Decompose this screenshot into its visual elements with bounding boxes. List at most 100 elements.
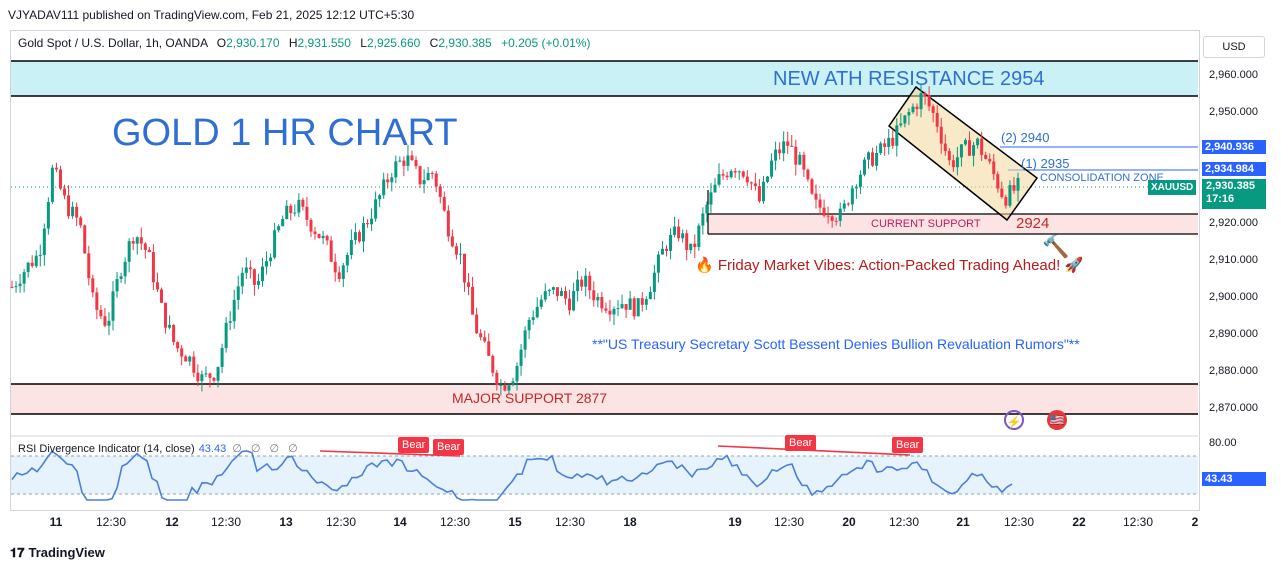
- candle-body: [689, 243, 693, 251]
- candle-body: [277, 226, 281, 231]
- tradingview-footer: 𝟏𝟕 TradingView: [10, 545, 105, 561]
- candle-body: [50, 167, 54, 202]
- candle-body: [192, 356, 196, 373]
- candle-body: [616, 308, 620, 310]
- rsi-value-tag: 43.43: [1202, 472, 1266, 486]
- candle-body: [778, 149, 782, 154]
- candle-body: [685, 233, 689, 251]
- candle-body: [196, 372, 200, 382]
- candle-body: [123, 261, 127, 277]
- candle-body: [398, 160, 402, 162]
- candle-body: [67, 195, 71, 217]
- candle-body: [495, 372, 499, 386]
- candle-body: [426, 172, 430, 181]
- candle-body: [931, 106, 935, 113]
- candle-body: [382, 179, 386, 196]
- change-value: +0.205 (+0.01%): [501, 36, 591, 50]
- candle-body: [236, 286, 240, 300]
- time-tick-label: 12:30: [210, 515, 242, 529]
- current-support-label: CURRENT SUPPORT: [871, 218, 981, 230]
- candle-body: [475, 314, 479, 334]
- candle-body: [846, 203, 850, 205]
- candle-body: [26, 262, 30, 273]
- candle-body: [919, 93, 923, 110]
- candle-body: [963, 140, 967, 145]
- open-label: O: [216, 36, 227, 50]
- candle-body: [923, 93, 927, 96]
- candle-body: [38, 255, 42, 257]
- candle-body: [547, 289, 551, 292]
- rsi-legend-title: RSI Divergence Indicator (14, close): [18, 443, 195, 455]
- time-tick-label: 20: [842, 515, 856, 529]
- hammer-icon: 🔨: [1042, 234, 1070, 259]
- major-support-label: MAJOR SUPPORT 2877: [452, 390, 608, 406]
- us-flag-icon[interactable]: 🇺🇸: [1047, 410, 1067, 430]
- candle-body: [34, 255, 38, 267]
- candle-body: [244, 267, 248, 273]
- candle-body: [305, 206, 309, 220]
- candle-body: [875, 152, 879, 166]
- candle-body: [321, 235, 325, 238]
- lightning-icon[interactable]: ⚡: [1004, 410, 1024, 430]
- candle-body: [968, 140, 972, 156]
- candle-body: [729, 171, 733, 178]
- time-tick-label: 11: [49, 515, 63, 529]
- candle-body: [46, 201, 50, 229]
- candle-body: [818, 199, 822, 208]
- candles-group: [10, 84, 1020, 396]
- candle-body: [462, 253, 466, 283]
- candle-body: [220, 347, 224, 367]
- candle-body: [386, 179, 390, 183]
- bear-label-2: Bear: [433, 439, 465, 455]
- low-label: L: [360, 36, 367, 50]
- candle-body: [693, 243, 697, 248]
- candle-body: [353, 232, 357, 240]
- candle-body: [935, 112, 939, 127]
- candle-body: [491, 355, 495, 373]
- candle-body: [867, 152, 871, 160]
- candle-body: [361, 223, 365, 242]
- candle-body: [834, 220, 838, 222]
- candle-body: [159, 289, 163, 303]
- candle-body: [467, 282, 471, 287]
- candle-body: [826, 215, 830, 217]
- candle-body: [414, 160, 418, 167]
- candle-body: [551, 287, 555, 290]
- candle-body: [483, 337, 487, 342]
- open-value: 2,930.170: [226, 36, 280, 50]
- candle-body: [75, 206, 79, 218]
- candle-body: [30, 262, 34, 267]
- candle-body: [289, 205, 293, 214]
- candle-body: [115, 278, 119, 292]
- candle-body: [648, 291, 652, 300]
- candle-body: [155, 282, 159, 290]
- candle-body: [527, 319, 531, 331]
- time-tick-label: 19: [728, 515, 742, 529]
- candle-body: [673, 226, 677, 235]
- candle-body: [988, 158, 992, 162]
- price-tick-label: 2,900.000: [1209, 291, 1258, 303]
- target-2-price-tag: 2,940.936: [1202, 140, 1266, 154]
- bear-label-4: Bear: [892, 437, 924, 453]
- candle-body: [628, 298, 632, 310]
- candle-body: [83, 225, 87, 254]
- currency-selector[interactable]: USD: [1203, 36, 1265, 58]
- candle-body: [600, 297, 604, 309]
- candle-body: [555, 287, 559, 296]
- candle-body: [329, 240, 333, 262]
- time-tick-label: 12:30: [439, 515, 471, 529]
- friday-vibes-label: Friday Market Vibes: Action-Packed Tradi…: [717, 257, 1061, 274]
- candle-body: [200, 374, 204, 382]
- candle-body: [374, 199, 378, 219]
- candle-body: [915, 106, 919, 110]
- candle-body: [1000, 188, 1004, 198]
- price-tick-label: 2,950.000: [1209, 106, 1258, 118]
- candle-body: [438, 186, 442, 197]
- bear-label-3: Bear: [785, 435, 817, 451]
- candle-body: [232, 299, 236, 322]
- high-label: H: [288, 36, 298, 50]
- candle-body: [390, 177, 394, 183]
- rsi-axis-top: 80.00: [1209, 437, 1237, 449]
- candle-body: [252, 269, 256, 285]
